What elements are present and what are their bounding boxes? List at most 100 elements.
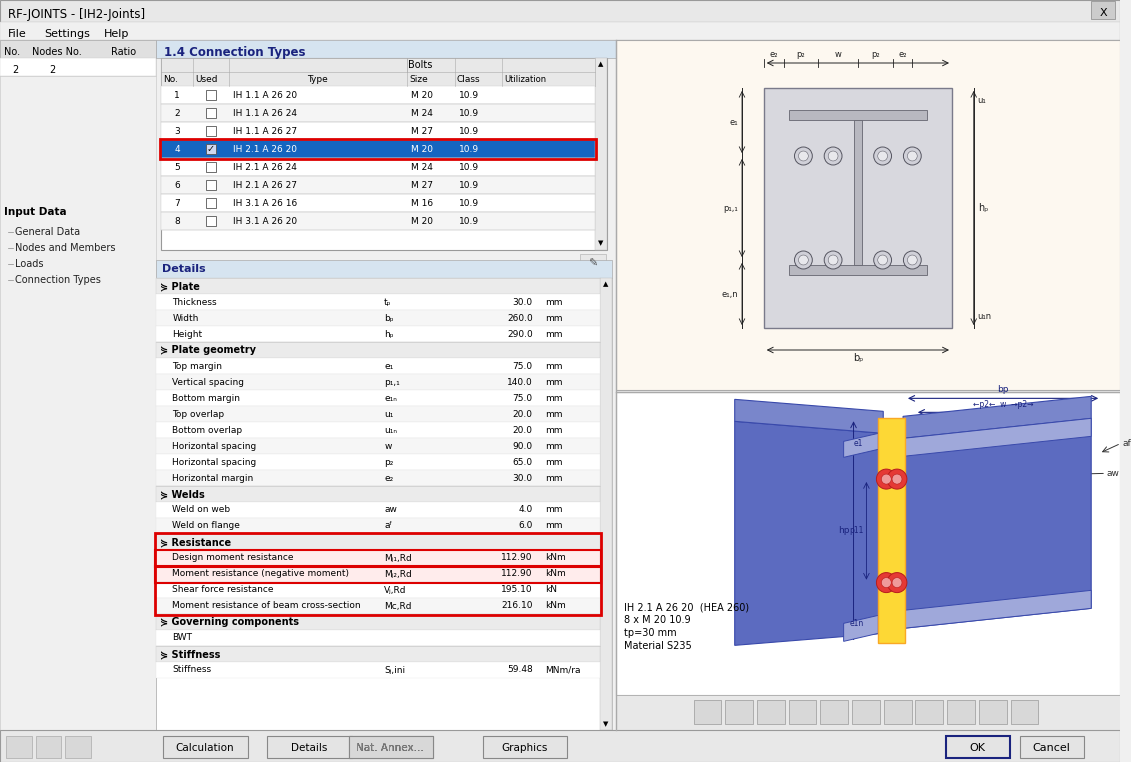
Text: Nat. Annex...: Nat. Annex... xyxy=(356,743,424,753)
Bar xyxy=(595,58,607,250)
Text: X: X xyxy=(1099,8,1107,18)
Text: tₚ: tₚ xyxy=(385,297,391,306)
Text: M 16: M 16 xyxy=(411,198,433,207)
Bar xyxy=(156,260,612,278)
Bar xyxy=(206,126,216,136)
Text: p11: p11 xyxy=(849,527,863,536)
Bar xyxy=(206,216,216,226)
Bar xyxy=(162,122,595,140)
Text: e₂: e₂ xyxy=(769,50,778,59)
Text: Ratio: Ratio xyxy=(111,47,136,57)
Text: bₚ: bₚ xyxy=(853,353,863,363)
Text: Horizontal spacing: Horizontal spacing xyxy=(172,441,257,450)
Bar xyxy=(155,533,601,615)
Text: 216.10: 216.10 xyxy=(501,601,533,610)
Text: 10.9: 10.9 xyxy=(458,181,478,190)
Bar xyxy=(763,88,952,328)
Bar xyxy=(1091,1,1115,19)
Text: IH 2.1 A 26 20: IH 2.1 A 26 20 xyxy=(233,145,296,153)
Bar xyxy=(156,454,601,470)
Text: RF-JOINTS - [IH2-Joints]: RF-JOINTS - [IH2-Joints] xyxy=(8,8,145,21)
Text: Weld on flange: Weld on flange xyxy=(172,521,240,530)
Circle shape xyxy=(877,469,896,489)
Text: 260.0: 260.0 xyxy=(507,313,533,322)
Bar xyxy=(156,486,601,502)
Bar xyxy=(156,502,601,518)
Text: No.: No. xyxy=(163,75,179,84)
Text: ✎: ✎ xyxy=(588,259,598,269)
Text: 10.9: 10.9 xyxy=(458,108,478,117)
Text: Bolts: Bolts xyxy=(408,60,432,70)
Circle shape xyxy=(881,578,891,588)
Bar xyxy=(161,139,596,159)
Bar xyxy=(915,700,943,724)
Text: IH 1.1 A 26 27: IH 1.1 A 26 27 xyxy=(233,126,296,136)
Bar xyxy=(156,438,601,454)
Circle shape xyxy=(874,147,891,165)
Text: ▲: ▲ xyxy=(598,61,604,67)
Bar xyxy=(1010,700,1038,724)
Text: mm: mm xyxy=(545,457,562,466)
Text: e₁: e₁ xyxy=(385,361,394,370)
Text: Calculation: Calculation xyxy=(175,743,234,753)
Text: kNm: kNm xyxy=(545,553,566,562)
Text: w: w xyxy=(385,441,391,450)
Text: e₁,n: e₁,n xyxy=(722,290,739,299)
Circle shape xyxy=(892,578,901,588)
Circle shape xyxy=(828,255,838,265)
Text: hₚ: hₚ xyxy=(977,203,988,213)
Text: 65.0: 65.0 xyxy=(512,457,533,466)
Bar xyxy=(156,614,601,630)
Text: ⋟ Plate: ⋟ Plate xyxy=(161,281,200,291)
Text: 7: 7 xyxy=(174,198,180,207)
Text: Horizontal margin: Horizontal margin xyxy=(172,473,253,482)
Text: IH 3.1 A 26 20: IH 3.1 A 26 20 xyxy=(233,216,296,226)
Bar xyxy=(0,40,156,58)
Text: e1: e1 xyxy=(854,439,863,448)
Text: Stiffness: Stiffness xyxy=(172,665,211,674)
Circle shape xyxy=(824,147,841,165)
Text: mm: mm xyxy=(545,297,562,306)
Text: 30.0: 30.0 xyxy=(512,297,533,306)
Text: IH 1.1 A 26 24: IH 1.1 A 26 24 xyxy=(233,108,296,117)
Bar xyxy=(66,736,92,758)
Bar xyxy=(156,358,601,374)
Text: 5: 5 xyxy=(174,162,180,171)
Circle shape xyxy=(878,255,888,265)
Text: ✓: ✓ xyxy=(207,144,215,154)
Text: e₂: e₂ xyxy=(898,50,907,59)
Text: mm: mm xyxy=(545,361,562,370)
Text: Design moment resistance: Design moment resistance xyxy=(172,553,294,562)
Bar xyxy=(580,254,606,274)
Bar xyxy=(788,110,927,120)
Text: Nodes No.: Nodes No. xyxy=(32,47,81,57)
Text: 90.0: 90.0 xyxy=(512,441,533,450)
Text: 290.0: 290.0 xyxy=(507,329,533,338)
Text: 1.4 Connection Types: 1.4 Connection Types xyxy=(164,46,305,59)
Bar xyxy=(947,700,975,724)
Text: ⋟ Resistance: ⋟ Resistance xyxy=(161,537,232,547)
Text: ▲: ▲ xyxy=(603,281,608,287)
Text: Mᴄ,Rd: Mᴄ,Rd xyxy=(385,601,412,610)
Text: 10.9: 10.9 xyxy=(458,145,478,153)
Bar xyxy=(162,86,595,104)
Text: Thickness: Thickness xyxy=(172,297,217,306)
Text: ▼: ▼ xyxy=(603,721,608,727)
Text: Nodes and Members: Nodes and Members xyxy=(15,243,115,253)
Text: ⋟ Stiffness: ⋟ Stiffness xyxy=(161,649,221,659)
Text: Vⱼ,Rd: Vⱼ,Rd xyxy=(385,585,407,594)
Bar xyxy=(0,40,156,730)
Text: aᶠ: aᶠ xyxy=(385,521,392,530)
Bar xyxy=(0,22,1120,40)
Bar xyxy=(162,58,595,86)
Circle shape xyxy=(798,255,809,265)
Text: 75.0: 75.0 xyxy=(512,361,533,370)
Text: Sⱼ,ini: Sⱼ,ini xyxy=(385,665,405,674)
Bar xyxy=(820,700,848,724)
Text: ⋟ Plate geometry: ⋟ Plate geometry xyxy=(161,345,257,355)
Text: 10.9: 10.9 xyxy=(458,198,478,207)
Polygon shape xyxy=(903,396,1091,438)
Bar xyxy=(206,144,216,154)
Text: 8: 8 xyxy=(174,216,180,226)
Bar xyxy=(156,534,601,550)
